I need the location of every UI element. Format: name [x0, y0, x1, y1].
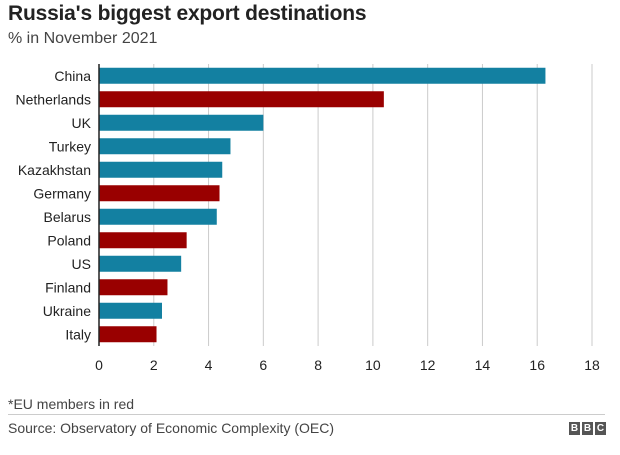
category-label: Kazakhstan	[18, 162, 91, 178]
chart-subtitle: % in November 2021	[8, 30, 158, 47]
x-tick-label: 2	[150, 357, 158, 373]
x-tick-label: 16	[529, 357, 545, 373]
bar	[99, 185, 220, 202]
category-label: Ukraine	[43, 303, 91, 319]
x-tick-label: 18	[584, 357, 600, 373]
x-tick-label: 8	[314, 357, 322, 373]
x-tick-label: 4	[205, 357, 213, 373]
bar	[99, 255, 182, 272]
bar	[99, 279, 168, 296]
bar	[99, 232, 187, 249]
category-label: Turkey	[49, 138, 91, 154]
bbc-logo-letter: B	[569, 422, 580, 435]
bbc-logo-letter: B	[582, 422, 593, 435]
bar	[99, 302, 162, 319]
x-tick-label: 10	[365, 357, 381, 373]
category-label: Poland	[47, 232, 91, 248]
category-label: Germany	[33, 185, 91, 201]
x-tick-label: 14	[475, 357, 491, 373]
chart-title: Russia's biggest export destinations	[8, 2, 367, 25]
x-tick-label: 0	[95, 357, 103, 373]
bbc-logo: B B C	[569, 422, 606, 435]
category-label: Netherlands	[16, 91, 92, 107]
bar	[99, 138, 231, 155]
footer-divider	[8, 414, 605, 415]
category-label: Belarus	[44, 209, 91, 225]
category-label: US	[72, 256, 91, 272]
category-label: Italy	[65, 326, 91, 342]
bbc-logo-letter: C	[595, 422, 606, 435]
bar	[99, 114, 264, 131]
bar	[99, 161, 223, 178]
category-label: Finland	[45, 279, 91, 295]
bar	[99, 67, 546, 84]
category-label: UK	[72, 115, 92, 131]
source-note: Source: Observatory of Economic Complexi…	[8, 420, 334, 436]
bar	[99, 91, 384, 108]
bar	[99, 208, 217, 225]
x-tick-label: 6	[259, 357, 267, 373]
category-label: China	[54, 68, 91, 84]
bar	[99, 326, 157, 343]
x-tick-label: 12	[420, 357, 436, 373]
footnote: *EU members in red	[8, 396, 135, 412]
